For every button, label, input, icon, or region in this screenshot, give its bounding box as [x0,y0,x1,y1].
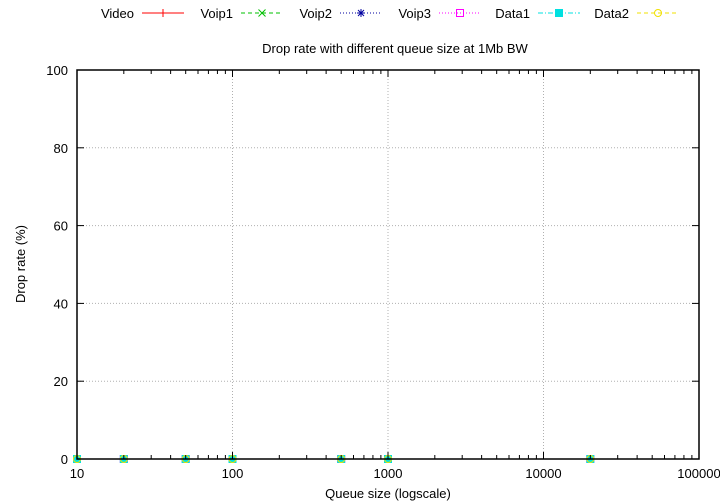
legend-item-data1: Data1 [495,6,580,21]
legend-item-data1-label: Data1 [495,6,530,21]
legend-item-video-label: Video [101,6,134,21]
legend-item-data1-marker [555,9,563,17]
legend-item-voip2: Voip2 [299,6,382,21]
x-tick-label: 10000 [525,466,561,481]
x-axis-label: Queue size (logscale) [325,486,451,501]
legend-item-data2-label: Data2 [594,6,629,21]
legend-item-voip1-marker [258,9,266,17]
legend-item-voip2-label: Voip2 [299,6,332,21]
y-axis-label: Drop rate (%) [13,225,28,303]
y-tick-label: 80 [54,141,68,156]
legend-item-data2: Data2 [594,6,679,21]
x-tick-label: 10 [70,466,84,481]
y-tick-label: 100 [46,63,68,78]
legend-item-voip3-marker [456,9,464,17]
y-tick-label: 60 [54,219,68,234]
legend-item-voip1: Voip1 [200,6,283,21]
x-tick-label: 100000 [677,466,720,481]
legend: Video Voip1 Voip2 Voip3 Data1 Data2 [101,6,679,21]
y-tick-label: 20 [54,374,68,389]
legend-item-data2-marker [654,9,662,17]
legend-item-voip3: Voip3 [398,6,481,21]
y-tick-label: 40 [54,296,68,311]
grid [77,70,699,459]
axis-ticks: 0 20 40 60 80 100 10 100 1000 10000 100000 [46,63,720,481]
legend-item-video: Video [101,6,184,21]
legend-item-voip2-marker [357,9,365,17]
legend-item-voip3-label: Voip3 [398,6,431,21]
chart-title: Drop rate with different queue size at 1… [262,41,528,56]
x-tick-label: 100 [222,466,244,481]
y-tick-label: 0 [61,452,68,467]
legend-item-video-marker [159,9,167,17]
x-tick-label: 1000 [374,466,403,481]
legend-item-voip1-label: Voip1 [200,6,233,21]
